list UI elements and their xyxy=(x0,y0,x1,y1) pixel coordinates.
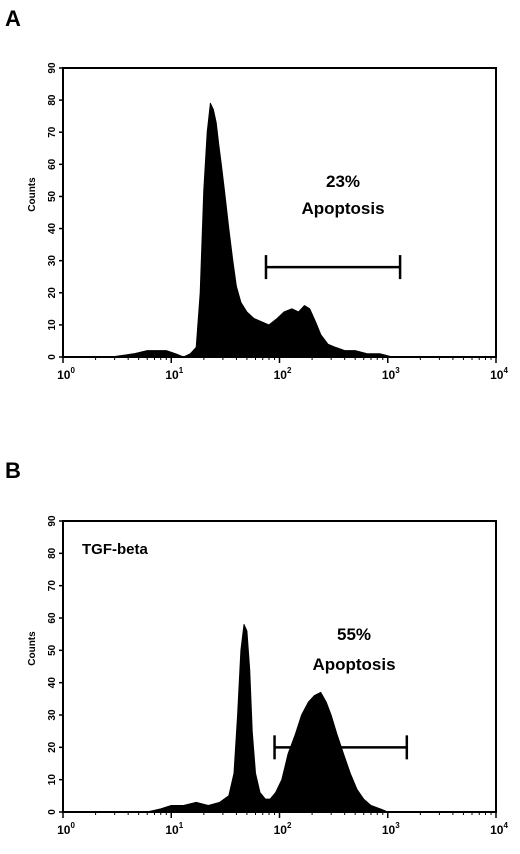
panel-b-y-tick-label: 0 xyxy=(47,809,58,815)
panel-b-y-tick-label: 30 xyxy=(47,709,58,721)
panel-a-y-tick-label: 80 xyxy=(47,94,58,106)
panel-b-y-tick-label: 20 xyxy=(47,741,58,753)
panel-a-x-tick-label: 102 xyxy=(274,366,292,382)
panel-b-y-tick-label: 80 xyxy=(47,547,58,559)
panel-a-letter: A xyxy=(5,6,21,31)
panel-b-apoptosis-label: Apoptosis xyxy=(312,655,395,674)
panel-b-treatment-label: TGF-beta xyxy=(82,541,148,558)
panel-b-y-tick-label: 60 xyxy=(47,612,58,624)
panel-a-y-tick-label: 60 xyxy=(47,158,58,170)
panel-b-y-tick-label: 40 xyxy=(47,677,58,689)
panel-b-plot-frame xyxy=(62,520,497,813)
panel-a-x-tick-label: 101 xyxy=(165,366,183,382)
panel-b-y-tick-label: 70 xyxy=(47,580,58,592)
panel-a-x-tick-label: 100 xyxy=(57,366,75,382)
panel-b-x-tick-label: 104 xyxy=(490,821,508,837)
panel-b-x-tick-label: 103 xyxy=(382,821,400,837)
panel-a-y-tick-label: 90 xyxy=(47,62,58,74)
panel-b-letter: B xyxy=(5,458,21,483)
panel-a-y-axis-label: Counts xyxy=(27,177,38,212)
panel-b-y-axis-label: Counts xyxy=(27,631,38,666)
panel-a-histogram xyxy=(110,102,401,358)
panel-a-chart: A 0 10 20 30 40 50 60 70 80 90 100 101 102 103 104 Coun… xyxy=(5,6,508,382)
panel-b-x-tick-label: 102 xyxy=(274,821,292,837)
panel-b-x-tick-label: 100 xyxy=(57,821,75,837)
panel-a-y-tick-label: 50 xyxy=(47,190,58,202)
panel-b-y-tick-label: 10 xyxy=(47,774,58,786)
panel-a-y-tick-label: 0 xyxy=(47,354,58,360)
panel-a-y-tick-label: 40 xyxy=(47,223,58,235)
panel-b-y-tick-label: 90 xyxy=(47,515,58,527)
panel-b-y-tick-label: 50 xyxy=(47,644,58,656)
panel-b-apoptosis-percent: 55% xyxy=(337,625,371,644)
panel-b-histogram xyxy=(146,624,389,813)
panel-a-y-tick-label: 20 xyxy=(47,287,58,299)
panel-a-y-tick-label: 10 xyxy=(47,319,58,331)
panel-b-x-tick-label: 101 xyxy=(165,821,183,837)
panel-a-apoptosis-label: Apoptosis xyxy=(301,199,384,218)
panel-a-apoptosis-percent: 23% xyxy=(326,172,360,191)
panel-a-x-tick-label: 103 xyxy=(382,366,400,382)
panel-a-plot-frame xyxy=(62,67,497,358)
panel-a-x-tick-label: 104 xyxy=(490,366,508,382)
panel-b-chart: B 0 10 20 30 40 50 60 70 80 90 100 101 102 103 104 Coun… xyxy=(5,458,508,837)
panel-a-y-tick-label: 70 xyxy=(47,126,58,138)
panel-a-y-tick-label: 30 xyxy=(47,255,58,267)
